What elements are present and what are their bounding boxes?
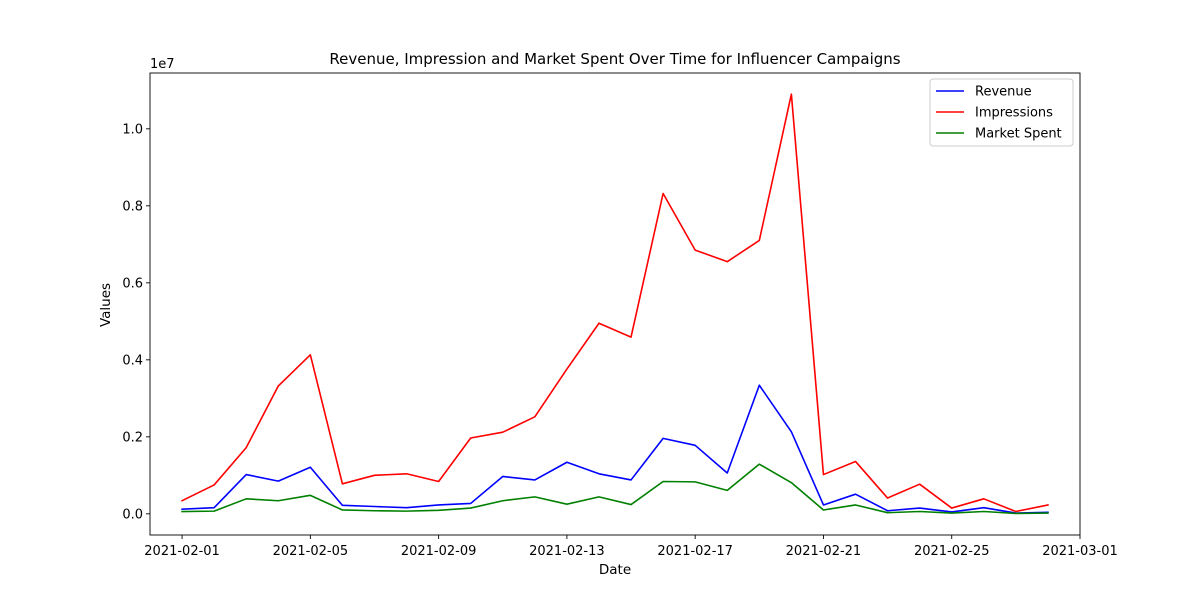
plot-frame xyxy=(149,72,1081,536)
y-axis-scale-label: 1e7 xyxy=(150,57,175,72)
legend-label-revenue: Revenue xyxy=(975,85,1032,100)
series-line-market-spent xyxy=(181,463,1049,515)
legend-label-market-spent: Market Spent xyxy=(975,127,1062,142)
series-line-impressions xyxy=(180,93,1049,513)
chart-title: Revenue, Impression and Market Spent Ove… xyxy=(329,50,900,68)
x-tick-label: 2021-02-13 xyxy=(529,544,605,559)
x-tick-label: 2021-02-09 xyxy=(401,544,477,559)
y-tick-label: 0.0 xyxy=(122,507,143,522)
y-tick-label: 0.2 xyxy=(122,430,143,445)
series-line-revenue xyxy=(181,384,1049,514)
x-tick-label: 2021-02-25 xyxy=(914,544,990,559)
legend-box xyxy=(929,78,1074,147)
x-tick-label: 2021-03-01 xyxy=(1042,544,1118,559)
y-tick-label: 1.0 xyxy=(122,122,143,137)
y-tick-label: 0.8 xyxy=(122,199,143,214)
series-layer xyxy=(180,93,1049,515)
x-tick-label: 2021-02-05 xyxy=(273,544,349,559)
y-tick-label: 0.6 xyxy=(122,276,143,291)
y-axis-title: Values xyxy=(98,283,114,327)
x-tick-label: 2021-02-17 xyxy=(657,544,733,559)
x-axis-title: Date xyxy=(599,562,631,578)
legend-label-impressions: Impressions xyxy=(975,106,1053,121)
x-tick-label: 2021-02-21 xyxy=(786,544,862,559)
y-tick-label: 0.4 xyxy=(122,353,143,368)
legend: Revenue Impressions Market Spent xyxy=(929,78,1074,147)
x-tick-label: 2021-02-01 xyxy=(144,544,220,559)
axes-layer: 0.0 0.2 0.4 0.6 0.8 1.0 2021-02-01 2021-02-05 20… xyxy=(122,72,1118,559)
